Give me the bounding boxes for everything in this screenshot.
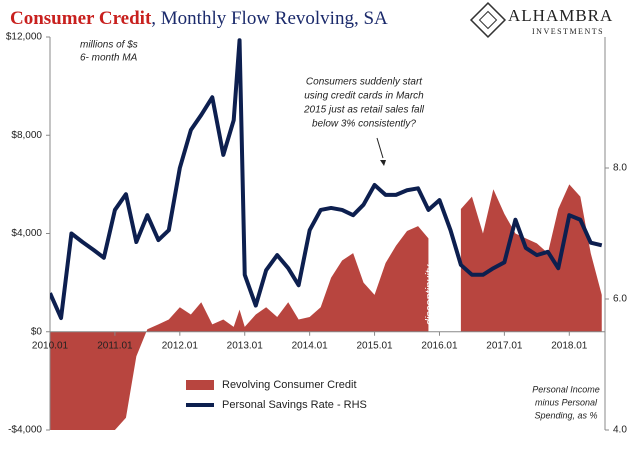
line [50, 38, 603, 320]
logo-subtext: INVESTMENTS [532, 27, 604, 36]
x-tick-label: 2012.01 [162, 340, 199, 351]
x-tick-label: 2013.01 [227, 340, 264, 351]
axis-note: minus Personal [535, 397, 598, 407]
y-tick-label: -$4,000 [8, 425, 42, 436]
x-tick-label: 2010.01 [32, 340, 69, 351]
y-tick-label: $4,000 [11, 228, 42, 239]
legend-label: Personal Savings Rate - RHS [222, 399, 367, 411]
x-tick-label: 2017.01 [486, 340, 523, 351]
y-tick-label: $8,000 [11, 130, 42, 141]
axis-note: Personal Income [532, 384, 600, 394]
chart-title: Consumer Credit, Monthly Flow Revolving,… [10, 8, 388, 29]
y2-tick-label: 4.0 [613, 425, 627, 436]
legend-swatch [186, 380, 214, 390]
annotation: millions of $s [80, 40, 138, 51]
logo-text: ALHAMBRA [508, 6, 613, 25]
logo: ALHAMBRA INVESTMENTS [469, 1, 613, 39]
annotation: using credit cards in March [304, 91, 424, 102]
area [50, 226, 429, 430]
plot: -$4,000 $0 $4,000 $8,000 $12,000 4.0 6.0 8.0 201… [6, 32, 627, 436]
x-tick-label: 2014.01 [292, 340, 329, 351]
y2-tick-label: 6.0 [613, 294, 627, 305]
logo-mark [478, 10, 498, 30]
annotation: 2015 just as retail sales fall [303, 105, 425, 116]
title-main: Consumer Credit [10, 8, 152, 29]
x-tick-label: 2018.01 [551, 340, 588, 351]
x-tick-label: 2011.01 [97, 340, 133, 351]
area [460, 184, 602, 332]
annotation: 6- month MA [80, 53, 138, 64]
annotation-arrow [380, 160, 386, 166]
legend-label: Revolving Consumer Credit [222, 379, 357, 391]
axis-note: Spending, as % [534, 410, 597, 420]
x-tick-label: 2015.01 [356, 340, 393, 351]
annotation: below 3% consistently? [312, 119, 416, 130]
y2-tick-label: 8.0 [613, 163, 627, 174]
logo-mark [469, 1, 507, 39]
y-tick-label: $0 [31, 326, 43, 337]
x-tick-label: 2016.01 [421, 340, 458, 351]
title-rest: , Monthly Flow Revolving, SA [151, 8, 388, 29]
annotation-arrow [376, 137, 384, 159]
annotation: Consumers suddenly start [306, 77, 423, 88]
annotation: discontinuity [424, 263, 436, 325]
y-tick-label: $12,000 [6, 32, 43, 43]
